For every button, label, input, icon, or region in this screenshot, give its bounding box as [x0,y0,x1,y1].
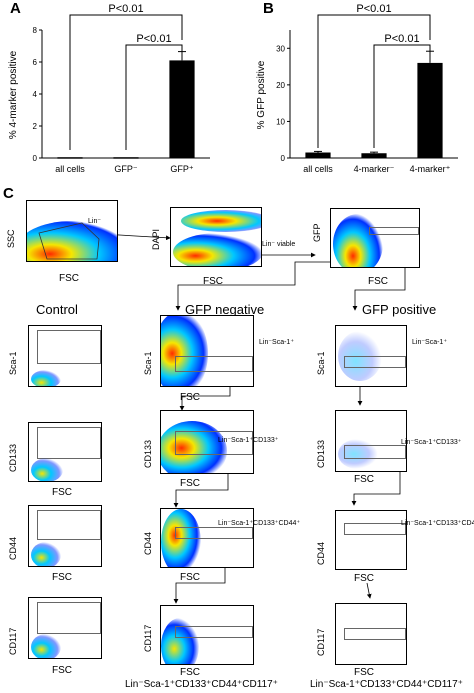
gfpneg-cd44-xlabel: FSC [180,572,200,583]
heading-control: Control [36,302,78,317]
x-tick-label: all cells [303,164,333,174]
gfppos-cd44-xlabel: FSC [354,573,374,584]
bar-chart-a: 0 2 4 6 8 all cells GFP⁻ GFP⁺ P<0.01 P<0.01 % 4-ma… [8,3,210,174]
y-tick-label: 6 [33,58,38,67]
control-cd44-ylabel: CD44 [8,536,18,560]
gfpneg-cd44-plot [160,508,254,568]
gfpneg-cd133-ylabel: CD133 [143,439,153,468]
gfppos-cd133-ylabel: CD133 [316,439,326,468]
y-tick-label: 0 [33,154,38,163]
panel-b-letter: B [263,0,274,17]
gfppos-cd44-ylabel: CD44 [316,541,326,565]
control-sca1-plot [28,325,102,387]
significance-label: P<0.01 [136,33,171,45]
x-tick-label: 4-marker⁺ [410,164,451,174]
gfpneg-cd133-gate-label: Lin⁻Sca-1⁺CD133⁺ [218,437,279,444]
gfppos-cd117-ylabel: CD117 [316,628,326,656]
y-tick-label: 0 [281,154,286,163]
gfppos-sca1-ylabel: Sca-1 [316,351,326,375]
significance-label: P<0.01 [108,3,143,15]
significance-bracket [69,14,183,150]
flow-plot-gfp-fsc [330,208,420,268]
flow-plot-ssc-fsc [26,200,118,262]
gfpneg-cd133-xlabel: FSC [180,478,200,489]
bar [113,157,139,159]
gfpneg-cd117-ylabel: CD117 [143,624,153,652]
y-axis-label: % 4-marker positive [8,50,19,139]
control-cd117-xlabel: FSC [52,665,72,676]
significance-bracket [125,44,183,150]
flow-plot2-ylabel: DAPI [151,228,161,250]
heading-gfp-positive: GFP positive [362,302,437,317]
gfpneg-cd117-plot [160,605,254,665]
control-cd133-ylabel: CD133 [8,443,18,472]
gfpneg-cd44-ylabel: CD44 [143,531,153,555]
x-tick-label: all cells [55,164,85,174]
flow-plot1-ylabel: SSC [6,229,16,248]
panel-c-letter: C [3,185,14,202]
significance-bracket [317,14,431,148]
bar [57,157,83,159]
gfpneg-cd117-xlabel: FSC [180,667,200,678]
control-cd133-xlabel: FSC [52,487,72,498]
flow-arrow1-label: Lin⁻ [88,218,102,225]
gfppos-cd117-plot [335,603,407,665]
y-tick-label: 20 [276,81,285,90]
gfppos-cd133-plot [335,410,407,472]
gfppos-sca1-plot [335,325,407,387]
gfpneg-sca1-ylabel: Sca-1 [143,351,153,375]
y-tick-label: 2 [33,122,38,131]
gfppos-cd133-xlabel: FSC [354,474,374,485]
gfpneg-sca1-plot [160,315,254,387]
gfppos-cd44-gate-label: Lin⁻Sca-1⁺CD133⁺CD44⁺ [401,520,474,527]
flow-plot3-ylabel: GFP [312,223,322,242]
gfpneg-cd133-plot [160,410,254,474]
gfpneg-sca1-gate-label: Lin⁻Sca-1⁺ [259,339,295,346]
caption-gfp-negative: Lin⁻Sca-1⁺CD133⁺CD44⁺CD117⁺ [125,679,278,690]
y-tick-label: 4 [33,90,38,99]
bar [417,62,443,158]
gfppos-sca1-gate-label: Lin⁻Sca-1⁺ [412,339,448,346]
x-tick-label: GFP⁻ [114,164,138,174]
flow-plot-dapi-fsc [170,207,262,267]
bar [361,153,387,158]
significance-label: P<0.01 [384,33,419,45]
y-tick-label: 30 [276,44,285,53]
flow-plot1-xlabel: FSC [59,273,79,284]
control-cd44-xlabel: FSC [52,572,72,583]
gfpneg-cd44-gate-label: Lin⁻Sca-1⁺CD133⁺CD44⁺ [218,520,301,527]
gfppos-cd133-gate-label: Lin⁻Sca-1⁺CD133⁺ [401,439,462,446]
panel-a-letter: A [10,0,21,17]
heading-gfp-negative: GFP negative [185,302,265,317]
control-cd117-ylabel: CD117 [8,627,18,655]
flow-arrow2-label: Lin⁻ viable [262,241,296,248]
significance-label: P<0.01 [356,3,391,15]
flow-plot3-xlabel: FSC [368,276,388,287]
caption-gfp-positive: Lin⁻Sca-1⁺CD133⁺CD44⁺CD117⁺ [310,679,463,690]
control-cd117-plot [28,597,102,659]
y-axis-label: % GFP positive [256,60,267,129]
bar [305,152,331,158]
x-tick-label: GFP⁺ [170,164,194,174]
significance-bracket [373,44,431,148]
gfppos-cd44-plot [335,510,407,570]
bar-chart-b: 0 10 20 30 all cells 4-marker⁻ 4-marker⁺ P<0.01… [256,3,458,174]
control-cd44-plot [28,505,102,567]
flow-plot2-xlabel: FSC [203,276,223,287]
y-tick-label: 10 [276,117,285,126]
x-tick-label: 4-marker⁻ [354,164,395,174]
control-cd133-plot [28,422,102,482]
control-sca1-ylabel: Sca-1 [8,351,18,375]
y-tick-label: 8 [33,26,38,35]
gfpneg-sca1-xlabel: FSC [180,392,200,403]
bar [169,60,195,158]
gfppos-cd117-xlabel: FSC [354,667,374,678]
